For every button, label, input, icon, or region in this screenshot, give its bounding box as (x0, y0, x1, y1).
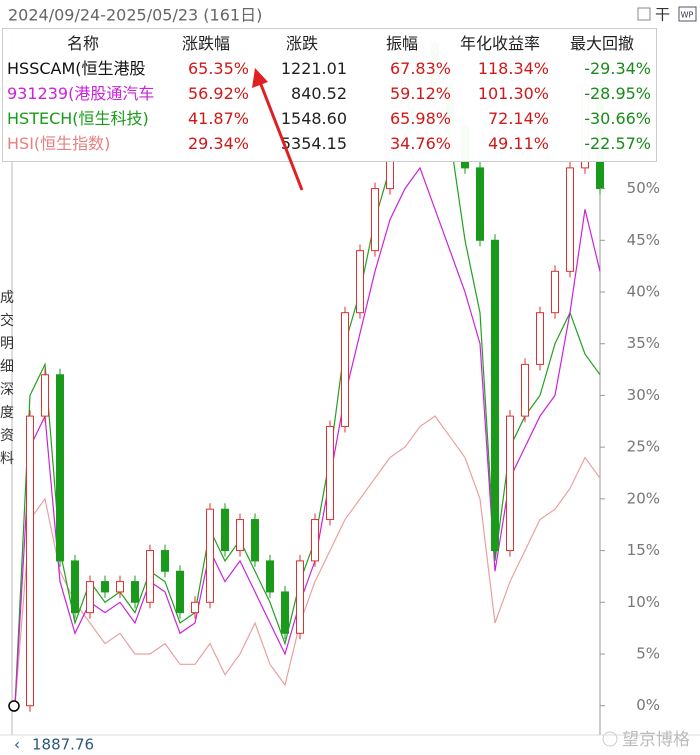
series-line (14, 166, 601, 706)
candle-body (26, 415, 34, 707)
candle-body (161, 550, 169, 572)
y-tick-label: 35% (627, 334, 660, 352)
candle-body (176, 570, 184, 614)
candle-body (191, 601, 199, 614)
side-menu-item: 深 (0, 382, 14, 398)
badge[interactable]: WP (681, 11, 694, 20)
table-cell: 65.35% (187, 59, 249, 78)
table-cell: 840.52 (291, 84, 347, 103)
side-menu-item: 细 (0, 359, 14, 375)
candle-body (491, 239, 499, 552)
side-menu-item: 明 (0, 336, 14, 352)
candle-body (536, 312, 544, 365)
candle-body (251, 519, 259, 562)
candle-body (41, 374, 49, 417)
watermark: 望京博格 (622, 730, 690, 750)
checkbox[interactable] (637, 7, 651, 21)
toolbar-icon[interactable]: 干 (655, 6, 670, 24)
candle-body (356, 250, 364, 314)
table-cell: HSI(恒生指数) (7, 134, 111, 153)
candle-body (566, 167, 574, 272)
y-tick-label: 45% (627, 231, 660, 249)
y-tick-label: 0% (636, 696, 660, 714)
table-cell: 1548.60 (280, 109, 347, 128)
y-tick-label: 20% (627, 489, 660, 507)
table-cell: -22.57% (584, 134, 651, 153)
candle-body (101, 581, 109, 593)
side-menu-item: 成 (0, 290, 14, 306)
table-cell: 72.14% (487, 109, 549, 128)
candle-body (221, 508, 229, 552)
table-cell: 涨跌幅 (181, 34, 230, 53)
y-tick-label: 15% (627, 541, 660, 559)
table-cell: 59.12% (389, 84, 451, 103)
y-tick-label: 50% (627, 179, 660, 197)
date-range: 2024/09/24-2025/05/23 (161日) (8, 6, 262, 25)
table-cell: 1221.01 (280, 59, 347, 78)
table-cell: 101.30% (477, 84, 549, 103)
candle-body (236, 519, 244, 552)
side-menu-item: 资 (0, 428, 14, 444)
table-cell: 振幅 (385, 34, 418, 53)
y-tick-label: 10% (627, 593, 660, 611)
table-cell: HSSCAM(恒生港股 (7, 59, 146, 78)
table-cell: HSTECH(恒生科技) (7, 109, 149, 128)
summary-table: 名称 涨跌幅 涨跌 振幅 年化收益率 最大回撤 HSSCAM(恒生港股 65.35% 1221.… (2, 28, 657, 162)
candle-body (146, 550, 154, 603)
candle-body (206, 508, 214, 603)
badge-box[interactable] (678, 6, 697, 22)
candle-body (506, 415, 514, 552)
series-line (14, 83, 601, 706)
candle-body (116, 581, 124, 593)
y-tick-label: 40% (627, 283, 660, 301)
table-cell: 931239(港股通汽车 (7, 84, 155, 103)
y-tick-label: 30% (627, 386, 660, 404)
candle-body (476, 167, 484, 241)
candle-body (341, 312, 349, 427)
watermark-icon (602, 731, 618, 747)
table-cell: 118.34% (477, 59, 549, 78)
y-tick-label: 5% (636, 644, 660, 662)
candle-body (311, 519, 319, 562)
candle-body (71, 560, 79, 614)
side-menu-item: 料 (0, 451, 14, 467)
table-cell: 34.76% (389, 134, 451, 153)
table-cell: 29.34% (187, 134, 249, 153)
table-cell: 67.83% (389, 59, 451, 78)
candle-body (551, 270, 559, 314)
low-label: 1887.76 (32, 736, 94, 754)
side-menu-item: 度 (0, 405, 14, 421)
y-tick-label: 25% (627, 438, 660, 456)
candle-body (521, 363, 529, 417)
candle-body (266, 560, 274, 593)
table-cell: -30.66% (584, 109, 651, 128)
crosshair-marker (8, 700, 20, 712)
table-cell: 年化收益率 (459, 34, 540, 53)
candle-body (131, 581, 139, 603)
table-cell: 5354.15 (280, 134, 347, 153)
table-cell: 41.87% (187, 109, 249, 128)
candle-body (296, 560, 304, 634)
table-cell: 49.11% (487, 134, 549, 153)
table-cell: 65.98% (389, 109, 451, 128)
candle-body (281, 591, 289, 634)
table-cell: -29.34% (584, 59, 651, 78)
table-cell: 最大回撤 (569, 34, 634, 53)
candle-body (86, 581, 94, 614)
side-menu-item: 交 (0, 312, 14, 329)
scroll-arrow[interactable]: ‹ (14, 736, 20, 754)
candle-body (326, 425, 334, 521)
candle-body (56, 374, 64, 562)
table-cell: -28.95% (584, 84, 651, 103)
candle-body (371, 188, 379, 252)
table-cell: 涨跌 (285, 34, 318, 53)
table-cell: 名称 (66, 34, 99, 53)
series-line (14, 415, 601, 706)
table-cell: 56.92% (187, 84, 249, 103)
